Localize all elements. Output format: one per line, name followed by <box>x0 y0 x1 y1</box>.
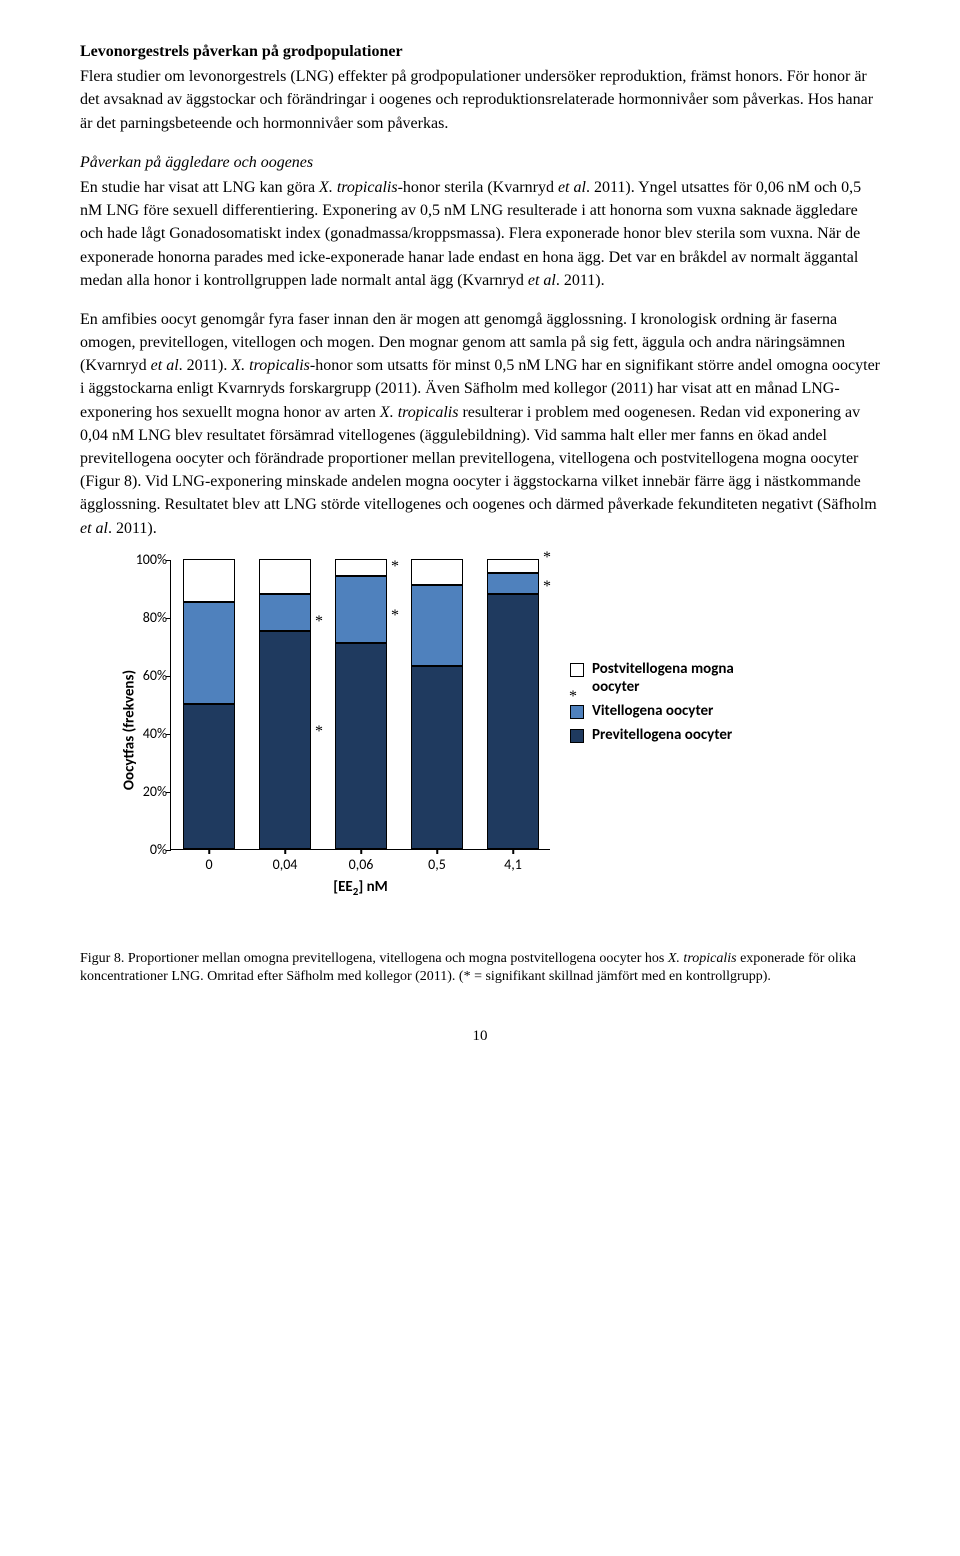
paragraph-1: Flera studier om levonorgestrels (LNG) e… <box>80 65 880 135</box>
significance-star: * <box>315 610 323 633</box>
subsection-heading: Påverkan på äggledare och oogenes <box>80 151 880 174</box>
bar-segment-vitel <box>183 602 235 704</box>
significance-star: * <box>391 604 399 627</box>
x-tick-label: 0 <box>205 855 212 875</box>
bar-segment-previt <box>487 594 539 849</box>
legend-label: Vitellogena oocyter <box>592 702 713 720</box>
legend-item-vitel: Vitellogena oocyter <box>570 702 752 720</box>
x-tick-label: 4,1 <box>504 855 522 875</box>
species-name: X. tropicalis <box>231 357 310 374</box>
legend-label: Postvitellogena mogna oocyter <box>592 660 752 696</box>
bar-segment-previt <box>183 704 235 849</box>
legend-swatch <box>570 663 584 677</box>
bar-segment-postv <box>411 559 463 585</box>
y-tick-label: 60% <box>143 666 167 686</box>
chart-legend: Postvitellogena mogna oocyter Vitellogena… <box>570 660 752 750</box>
y-tick-mark <box>166 618 171 620</box>
species-name: X. tropicalis <box>319 179 398 196</box>
text: -honor sterila (Kvarnryd <box>398 179 558 196</box>
significance-star: * <box>391 555 399 578</box>
x-tick-label: 0,5 <box>428 855 446 875</box>
paragraph-3: En amfibies oocyt genomgår fyra faser in… <box>80 308 880 540</box>
et-al: et al <box>80 520 108 537</box>
bar-segment-vitel <box>411 585 463 666</box>
y-tick-label: 80% <box>143 608 167 628</box>
figure-caption: Figur 8. Proportioner mellan omogna prev… <box>80 950 880 986</box>
text: Figur 8. Proportioner mellan omogna prev… <box>80 951 668 966</box>
species-name: X. tropicalis <box>380 404 459 421</box>
paragraph-2: En studie har visat att LNG kan göra X. … <box>80 176 880 292</box>
significance-star: * <box>543 575 551 598</box>
section-heading: Levonorgestrels påverkan på grodpopulati… <box>80 40 880 63</box>
page-number: 10 <box>80 1026 880 1048</box>
bar-segment-vitel <box>335 576 387 643</box>
y-tick-mark <box>166 560 171 562</box>
bar-segment-postv <box>487 559 539 574</box>
bar-segment-postv <box>259 559 311 594</box>
x-axis-label: [EE2] nM <box>333 877 388 900</box>
legend-swatch <box>570 705 584 719</box>
y-tick-label: 0% <box>150 840 167 860</box>
y-tick-mark <box>166 734 171 736</box>
x-tick-mark <box>284 849 286 854</box>
legend-label: Previtellogena oocyter <box>592 726 732 744</box>
legend-swatch <box>570 729 584 743</box>
figure-8-chart: Oocytfas (frekvens) [EE2] nM 0%20%40%60%… <box>100 560 760 900</box>
x-tick-label: 0,06 <box>349 855 374 875</box>
y-tick-mark <box>166 676 171 678</box>
y-tick-label: 100% <box>136 550 167 570</box>
bar-segment-postv <box>335 559 387 576</box>
y-tick-mark <box>166 850 171 852</box>
bar-segment-previt <box>335 643 387 849</box>
text: . 2011). <box>556 272 605 289</box>
bar-segment-previt <box>411 666 463 849</box>
text: [EE <box>333 878 353 896</box>
y-tick-label: 20% <box>143 782 167 802</box>
legend-item-previt: Previtellogena oocyter <box>570 726 752 744</box>
significance-star: * <box>315 720 323 743</box>
text: ] nM <box>358 878 387 896</box>
text: . 2011). <box>179 357 232 374</box>
bar-segment-vitel <box>487 573 539 593</box>
y-axis-label: Oocytfas (frekvens) <box>119 670 141 790</box>
bar-segment-previt <box>259 631 311 849</box>
x-tick-label: 0,04 <box>273 855 298 875</box>
significance-star: * <box>543 546 551 569</box>
x-tick-mark <box>208 849 210 854</box>
bar-segment-postv <box>183 559 235 603</box>
plot-area: [EE2] nM 0%20%40%60%80%100%00,040,060,54… <box>170 560 550 850</box>
et-al: et al <box>558 179 586 196</box>
bar-segment-vitel <box>259 594 311 632</box>
x-tick-mark <box>360 849 362 854</box>
x-tick-mark <box>512 849 514 854</box>
x-tick-mark <box>436 849 438 854</box>
text: En studie har visat att LNG kan göra <box>80 179 319 196</box>
et-al: et al <box>528 272 556 289</box>
text: . 2011). <box>108 520 157 537</box>
y-tick-label: 40% <box>143 724 167 744</box>
species-name: X. tropicalis <box>668 951 737 966</box>
chart-area: Oocytfas (frekvens) [EE2] nM 0%20%40%60%… <box>100 560 760 900</box>
legend-item-postv: Postvitellogena mogna oocyter <box>570 660 752 696</box>
y-tick-mark <box>166 792 171 794</box>
et-al: et al <box>151 357 179 374</box>
